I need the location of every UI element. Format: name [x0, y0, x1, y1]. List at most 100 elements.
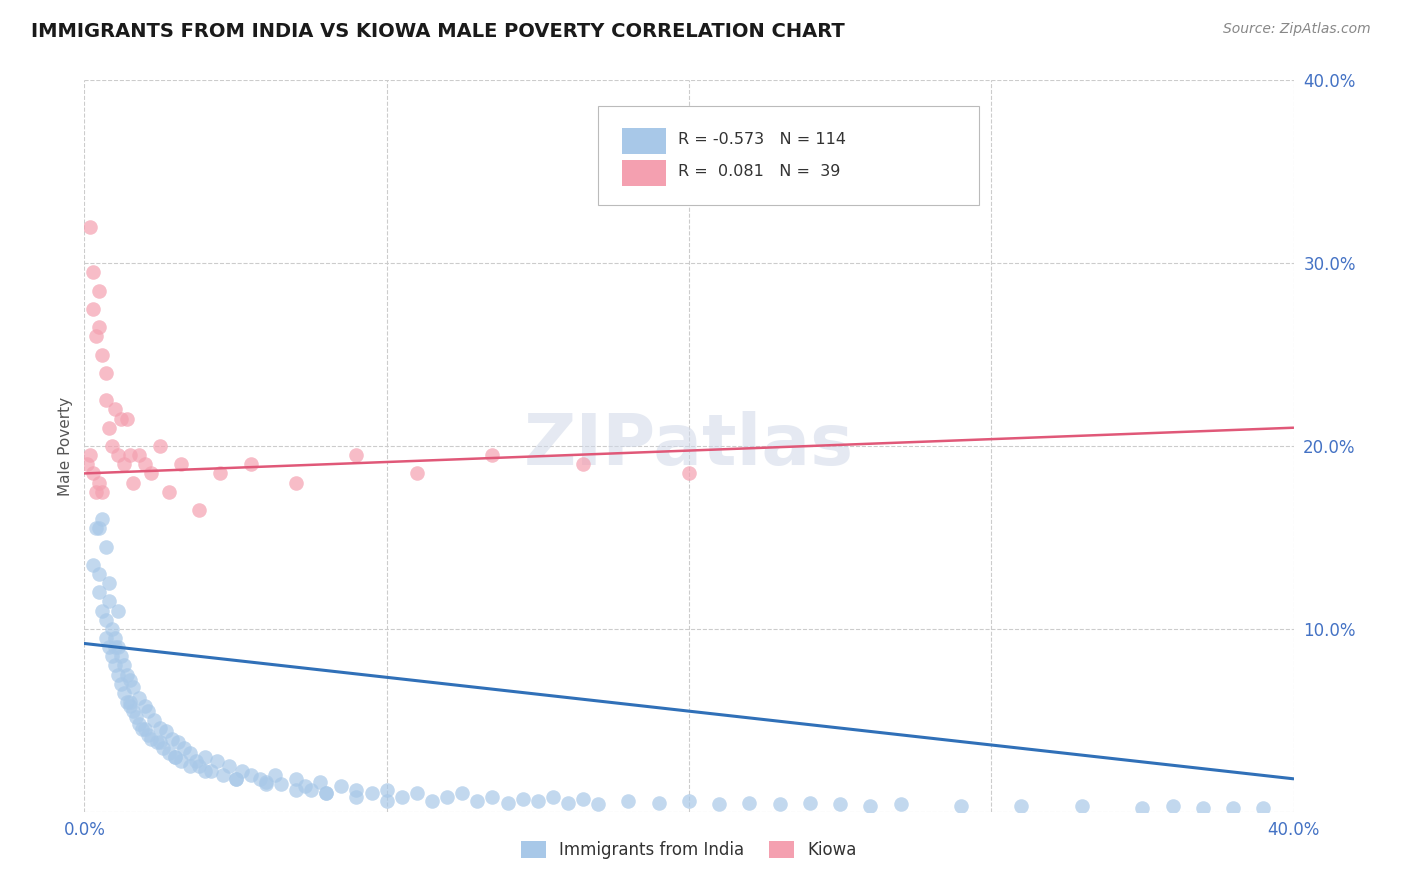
Point — [134, 698, 156, 713]
Point — [100, 622, 122, 636]
Point — [165, 749, 187, 764]
Point — [179, 759, 201, 773]
Point — [481, 448, 503, 462]
Point — [107, 667, 129, 681]
Point — [239, 457, 262, 471]
Point — [170, 457, 193, 471]
Point — [270, 777, 292, 791]
Point — [142, 714, 165, 728]
Point — [188, 503, 211, 517]
Point — [212, 768, 235, 782]
Point — [160, 731, 183, 746]
Point — [118, 695, 141, 709]
Point — [152, 740, 174, 755]
Point — [104, 640, 127, 655]
Point — [104, 402, 127, 417]
Point — [89, 521, 111, 535]
Point — [118, 448, 141, 462]
Point — [330, 779, 353, 793]
Point — [406, 787, 429, 801]
Point — [225, 772, 247, 786]
Point — [375, 782, 398, 797]
Point — [830, 797, 852, 812]
Point — [94, 393, 117, 408]
Point — [136, 728, 159, 742]
Point — [420, 794, 443, 808]
Point — [131, 723, 153, 737]
Text: IMMIGRANTS FROM INDIA VS KIOWA MALE POVERTY CORRELATION CHART: IMMIGRANTS FROM INDIA VS KIOWA MALE POVE… — [31, 22, 845, 41]
Point — [76, 457, 98, 471]
Point — [110, 411, 132, 425]
Point — [82, 467, 104, 481]
Point — [254, 777, 277, 791]
Point — [1130, 801, 1153, 815]
Text: ZIPatlas: ZIPatlas — [524, 411, 853, 481]
Point — [94, 366, 117, 380]
Point — [179, 746, 201, 760]
Point — [94, 631, 117, 645]
Point — [128, 448, 150, 462]
Point — [346, 790, 368, 805]
Point — [134, 723, 156, 737]
Point — [115, 667, 138, 681]
Point — [118, 698, 141, 713]
Point — [799, 796, 821, 810]
Point — [97, 594, 120, 608]
Point — [89, 567, 111, 582]
Point — [315, 787, 337, 801]
Point — [678, 467, 700, 481]
Point — [299, 782, 322, 797]
Point — [231, 764, 253, 779]
Point — [125, 709, 148, 723]
Point — [709, 797, 731, 812]
Point — [115, 695, 138, 709]
Point — [82, 558, 104, 572]
Point — [82, 301, 104, 316]
Point — [1161, 799, 1184, 814]
Point — [91, 347, 114, 362]
Point — [146, 735, 169, 749]
Point — [527, 794, 550, 808]
Point — [512, 792, 534, 806]
Point — [1071, 799, 1094, 814]
Point — [155, 724, 177, 739]
Point — [309, 775, 332, 789]
Point — [86, 484, 108, 499]
Point — [218, 759, 240, 773]
Point — [254, 775, 277, 789]
Point — [149, 439, 172, 453]
Point — [738, 796, 761, 810]
Point — [94, 540, 117, 554]
Legend: Immigrants from India, Kiowa: Immigrants from India, Kiowa — [515, 834, 863, 865]
Point — [263, 768, 285, 782]
Point — [112, 658, 135, 673]
Point — [769, 797, 792, 812]
Point — [678, 794, 700, 808]
Text: Source: ZipAtlas.com: Source: ZipAtlas.com — [1223, 22, 1371, 37]
Point — [346, 782, 368, 797]
Point — [572, 792, 595, 806]
Point — [451, 787, 474, 801]
Point — [79, 448, 101, 462]
Point — [112, 686, 135, 700]
Point — [194, 749, 217, 764]
Point — [588, 797, 610, 812]
Point — [194, 764, 217, 779]
Point — [315, 787, 337, 801]
Point — [557, 796, 579, 810]
Point — [294, 779, 316, 793]
Point — [360, 787, 382, 801]
Point — [149, 735, 172, 749]
Point — [157, 484, 180, 499]
Point — [139, 467, 162, 481]
Point — [121, 681, 143, 695]
Point — [149, 721, 172, 735]
Point — [82, 265, 104, 279]
Y-axis label: Male Poverty: Male Poverty — [58, 396, 73, 496]
Point — [128, 717, 150, 731]
Point — [79, 219, 101, 234]
Point — [200, 764, 222, 779]
Point — [173, 740, 195, 755]
Point — [91, 512, 114, 526]
FancyBboxPatch shape — [623, 160, 666, 186]
